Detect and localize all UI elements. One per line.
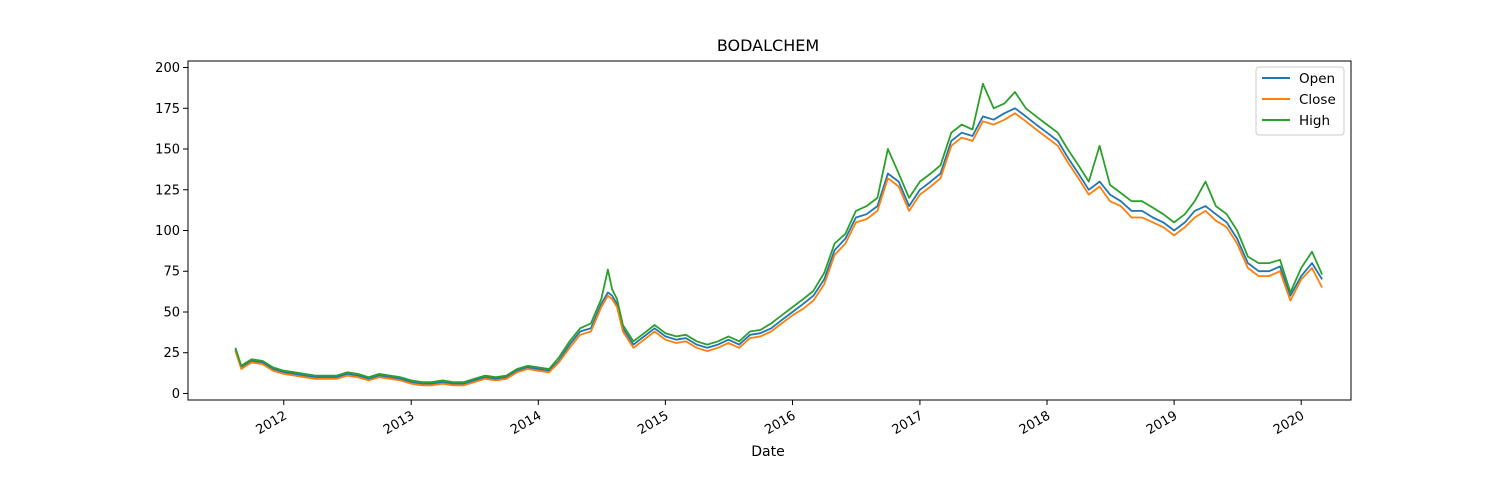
axes-frame <box>187 60 1352 401</box>
y-tick-label: 75 <box>163 265 180 280</box>
series-line-open <box>234 107 1323 385</box>
x-tick-label: 2017 <box>890 408 926 438</box>
legend-label-close: Close <box>1299 92 1336 108</box>
y-tick-label: 100 <box>155 224 180 239</box>
legend-label-open: Open <box>1299 71 1335 87</box>
series-line-close <box>234 112 1323 387</box>
x-tick-label: 2015 <box>635 408 671 438</box>
legend-label-high: High <box>1299 113 1330 129</box>
x-tick-label: 2012 <box>254 408 290 438</box>
series-line-high <box>234 82 1323 384</box>
x-tick-label: 2019 <box>1144 408 1180 438</box>
x-tick-label: 2014 <box>508 408 544 438</box>
x-tick-label: 2016 <box>762 408 798 438</box>
y-tick-label: 175 <box>155 102 180 117</box>
legend-box <box>1255 66 1345 136</box>
y-tick-label: 50 <box>163 305 180 320</box>
y-tick-label: 25 <box>163 346 180 361</box>
y-tick-label: 150 <box>155 143 180 158</box>
x-axis-label: Date <box>751 444 784 460</box>
x-tick-label: 2020 <box>1271 408 1307 438</box>
x-tick-label: 2013 <box>381 408 417 438</box>
chart-title: BODALCHEM <box>717 36 819 55</box>
y-axis-ticks: 0 25 50 75 100 125 150 175 200 <box>155 61 188 402</box>
x-tick-label: 2018 <box>1017 408 1053 438</box>
y-tick-label: 200 <box>155 61 180 76</box>
legend: Open Close High <box>1255 66 1345 136</box>
plot-lines <box>234 82 1323 387</box>
y-tick-label: 0 <box>172 387 180 402</box>
x-axis-ticks: 2012 2013 2014 2015 2016 2017 2018 2019 2020 <box>254 400 1307 438</box>
y-tick-label: 125 <box>155 183 180 198</box>
